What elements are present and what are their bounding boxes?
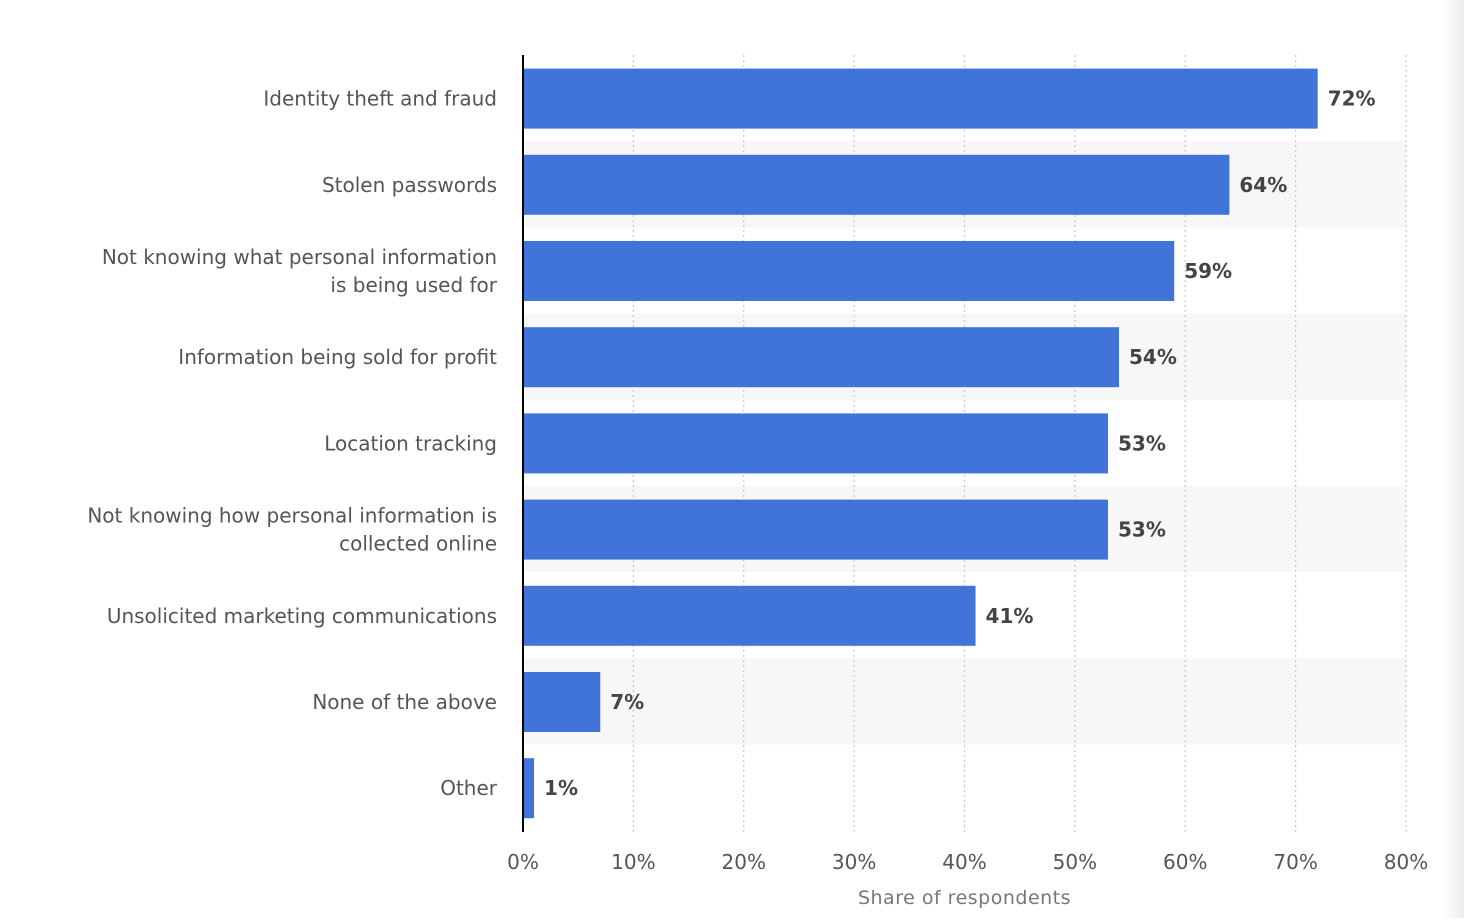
data-label: 1% [544,776,578,800]
bar [523,413,1108,474]
bar [523,241,1175,301]
x-tick-label: 50% [1053,850,1097,874]
x-tick-label: 10% [611,850,655,874]
bar [523,68,1318,129]
data-label: 7% [610,690,644,714]
category-label: Not knowing how personal information is [87,504,497,528]
data-label: 59% [1184,259,1232,283]
x-axis-title: Share of respondents [858,887,1071,909]
x-tick-label: 0% [507,850,539,874]
category-label: is being used for [330,273,497,297]
data-label: 53% [1118,431,1166,455]
category-label: Other [440,776,498,800]
data-label: 41% [986,604,1034,628]
data-label: 54% [1129,345,1177,369]
category-label: Location tracking [324,431,497,455]
bar [523,154,1230,215]
category-label: None of the above [312,690,497,714]
category-label: collected online [339,532,497,556]
category-label: Not knowing what personal information [102,245,497,269]
category-label: Unsolicited marketing communications [107,604,497,628]
bar [523,758,535,819]
x-tick-label: 30% [832,850,876,874]
data-label: 72% [1328,87,1376,111]
data-label: 53% [1118,518,1166,542]
scroll-edge-shade [1442,0,1464,918]
category-label: Information being sold for profit [178,345,497,369]
x-tick-label: 80% [1384,850,1428,874]
category-label: Stolen passwords [322,173,497,197]
bar [523,499,1108,560]
bar [523,327,1120,388]
bar [523,585,976,646]
bar [523,672,601,732]
x-tick-label: 40% [942,850,986,874]
category-label: Identity theft and fraud [263,87,497,111]
x-tick-label: 70% [1273,850,1317,874]
data-label: 64% [1239,173,1287,197]
x-tick-label: 60% [1163,850,1207,874]
x-tick-label: 20% [722,850,766,874]
